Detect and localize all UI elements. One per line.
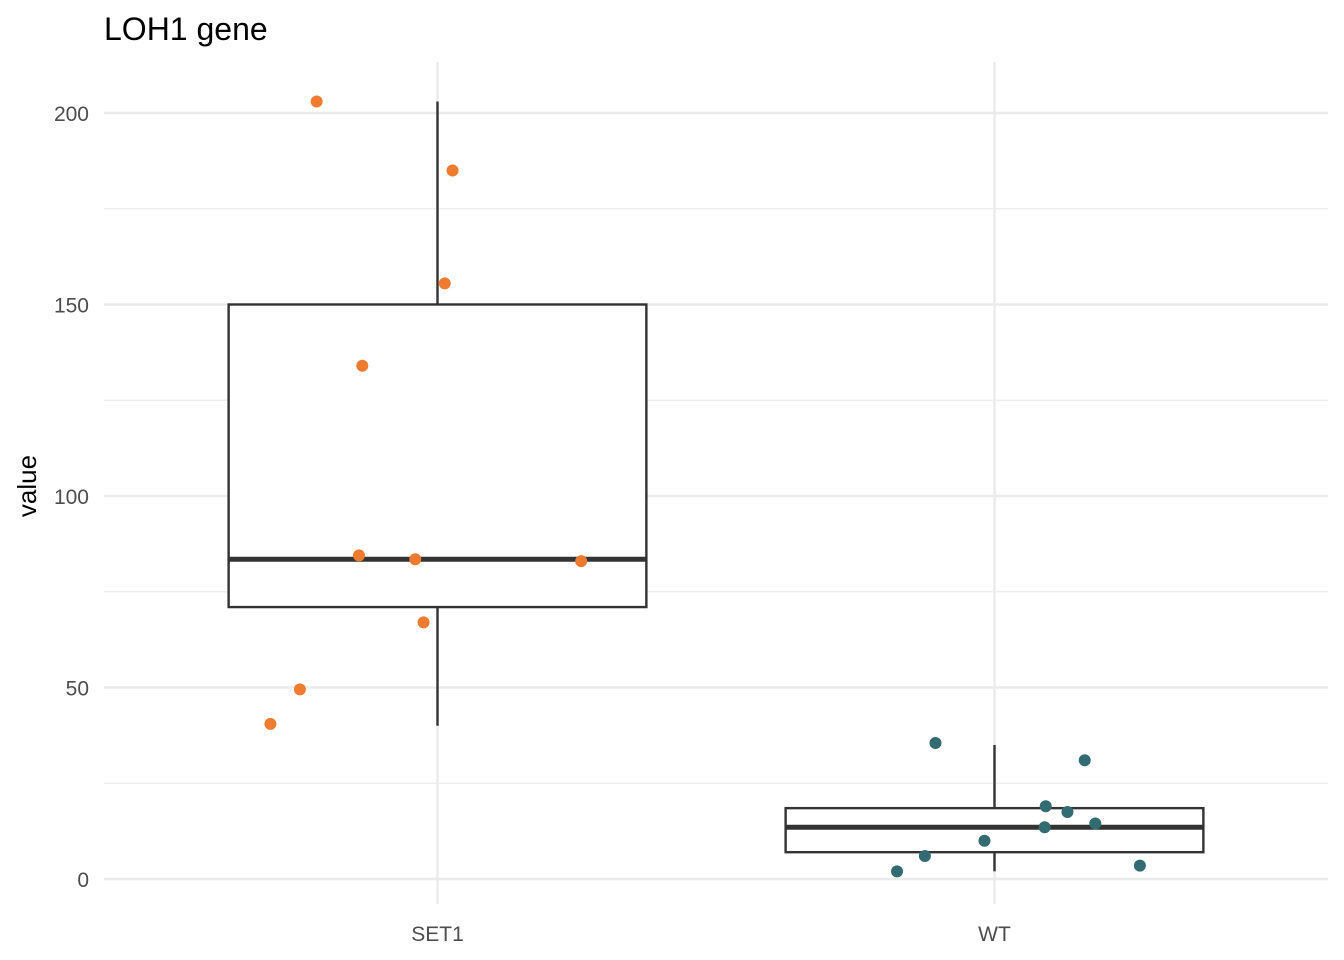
data-point <box>438 277 451 290</box>
data-point <box>1133 859 1146 872</box>
data-point <box>575 555 588 568</box>
data-point <box>446 164 459 177</box>
data-point <box>409 553 422 566</box>
data-point <box>1039 800 1052 813</box>
x-tick-label: WT <box>978 923 1011 946</box>
data-point <box>1078 754 1091 767</box>
data-point <box>891 865 904 878</box>
x-tick-label: SET1 <box>411 923 464 946</box>
data-points <box>264 95 1146 878</box>
data-point <box>929 737 942 750</box>
y-axis-label: value <box>12 455 42 517</box>
chart-title: LOH1 gene <box>104 11 268 47</box>
y-tick-label: 50 <box>66 678 89 701</box>
box-iqr <box>227 303 648 609</box>
data-point <box>978 834 991 847</box>
data-point <box>1038 821 1051 834</box>
data-point <box>264 717 277 730</box>
data-point <box>918 850 931 863</box>
data-point <box>293 683 306 696</box>
x-axis-ticks: SET1 WT <box>411 923 1011 946</box>
data-point <box>310 95 323 108</box>
box-iqr <box>784 806 1205 854</box>
y-axis-ticks: 0 50 100 150 200 <box>54 103 89 892</box>
data-point <box>417 616 430 629</box>
data-point <box>1061 805 1074 818</box>
boxes <box>227 101 1205 872</box>
data-point <box>356 359 369 372</box>
data-point <box>352 549 365 562</box>
y-tick-label: 0 <box>77 869 89 892</box>
data-point <box>1089 817 1102 830</box>
y-tick-label: 150 <box>54 295 89 318</box>
y-tick-label: 100 <box>54 486 89 509</box>
y-tick-label: 200 <box>54 103 89 126</box>
